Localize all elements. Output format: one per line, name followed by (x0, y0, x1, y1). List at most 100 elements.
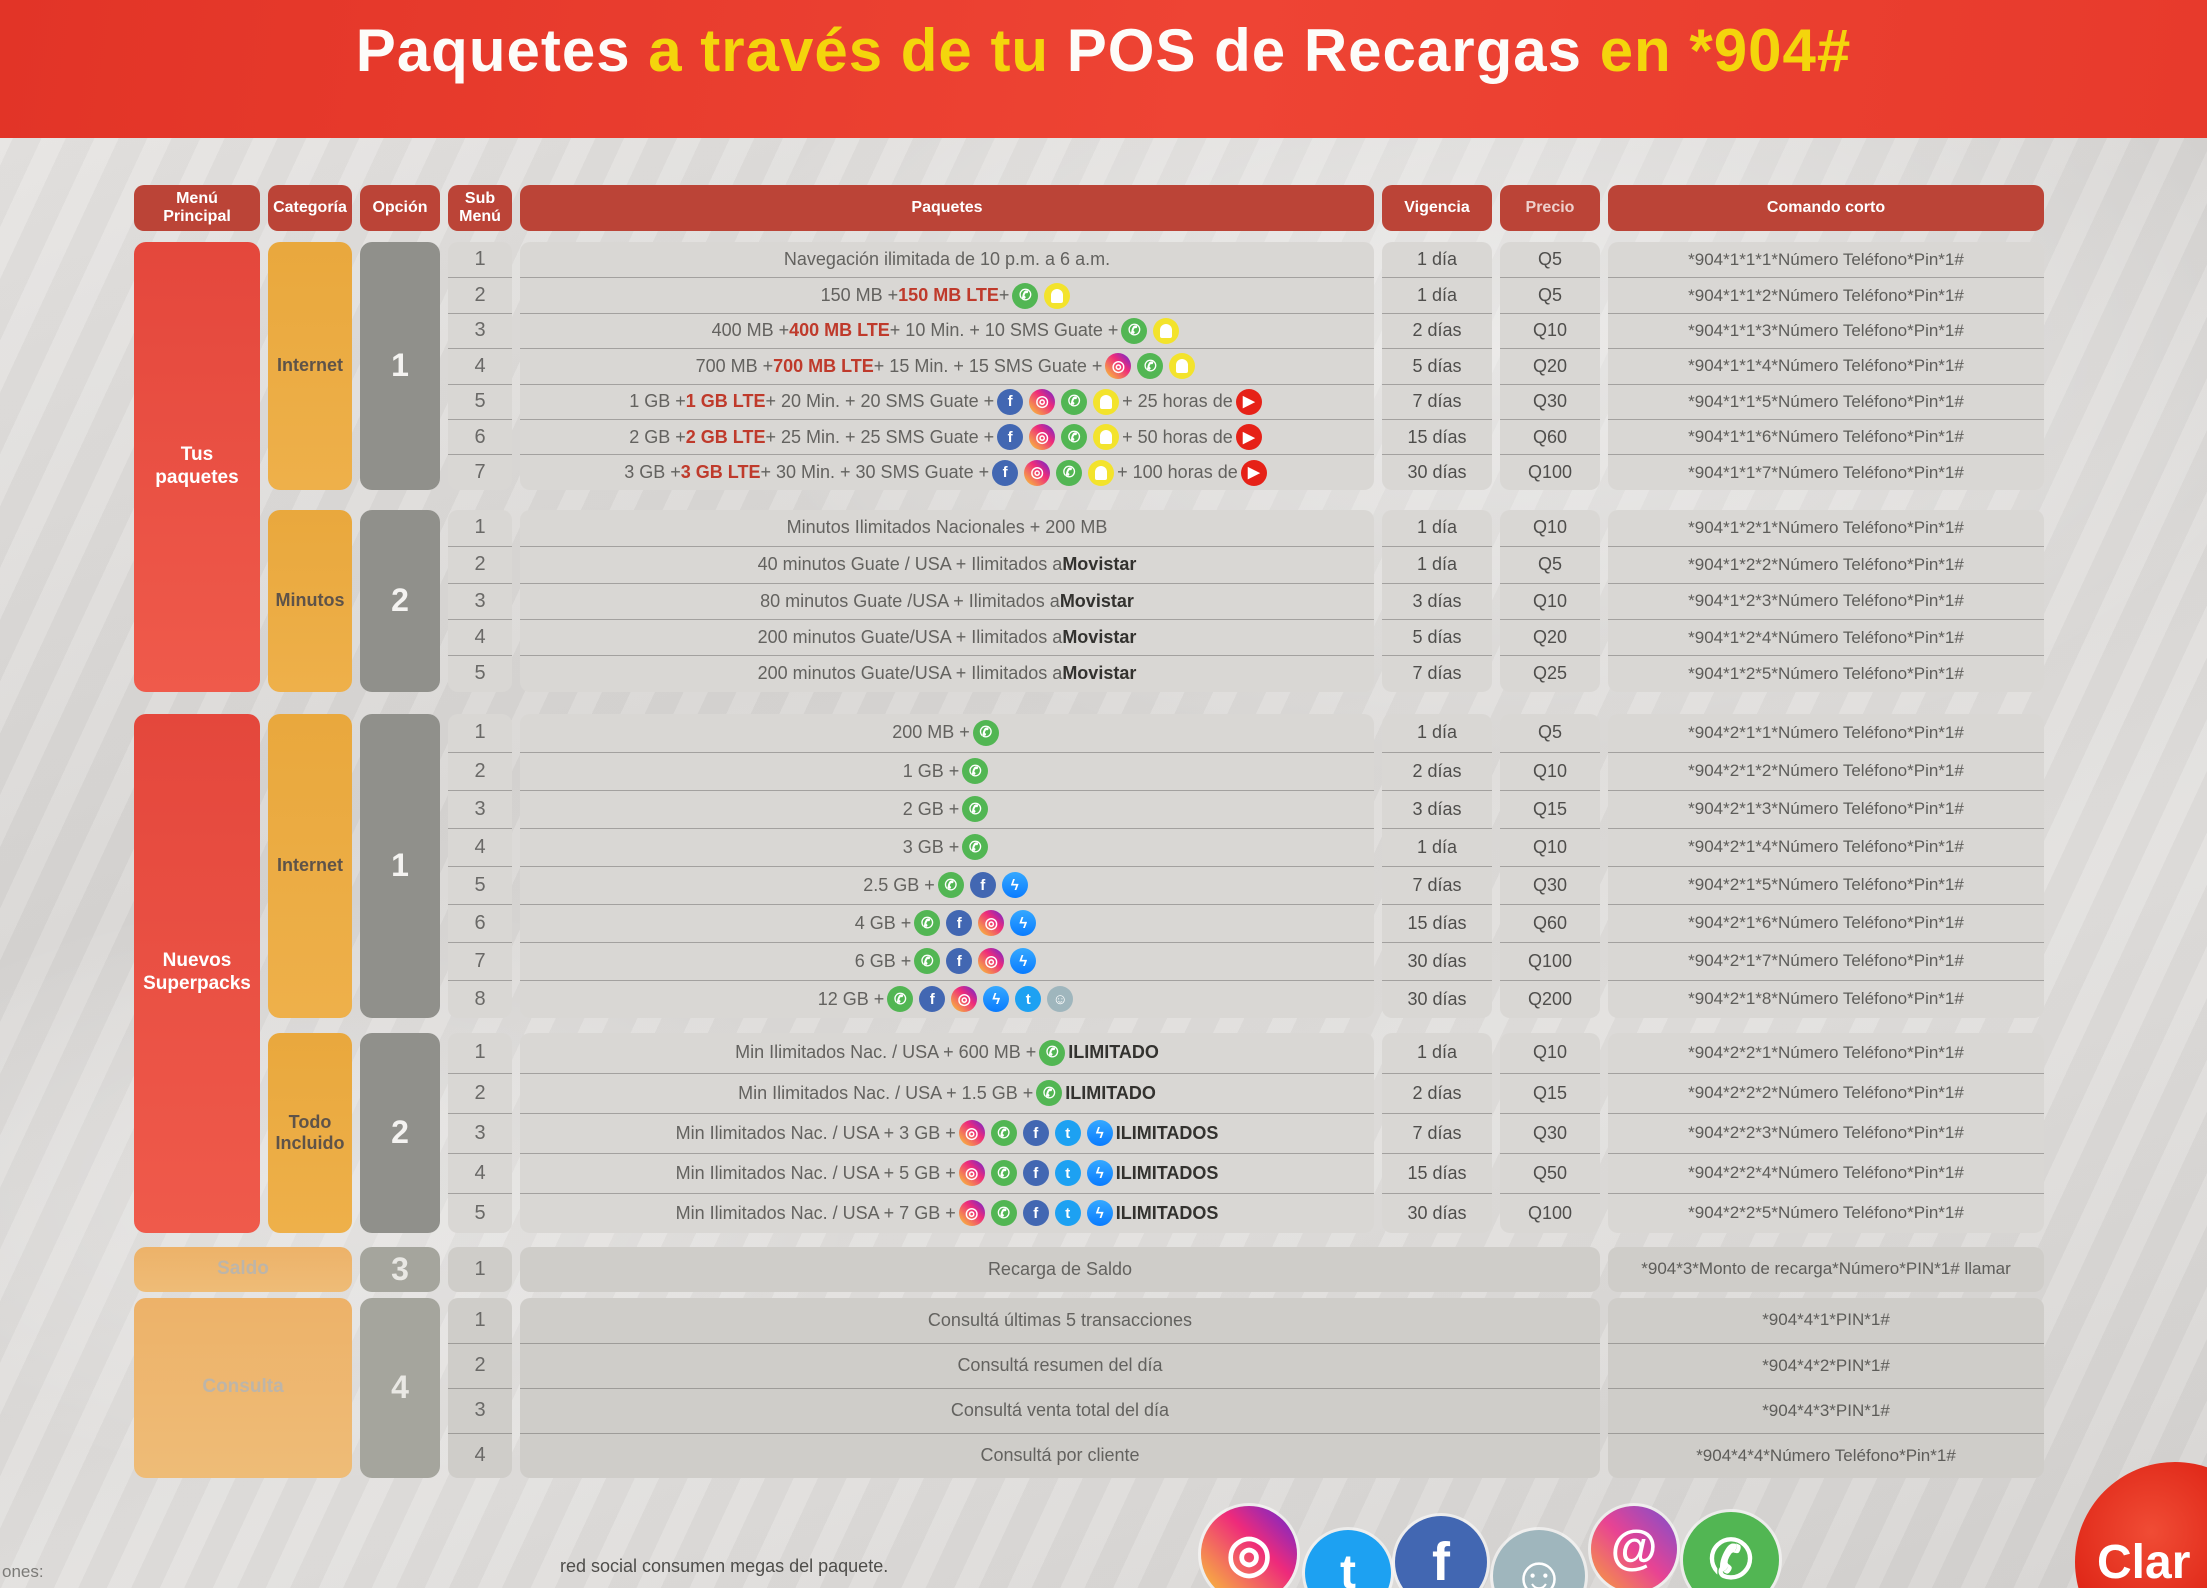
facebook-icon-glyph: f (1432, 1532, 1450, 1588)
whatsapp-icon: ✆ (914, 910, 941, 937)
snapchat-icon (1093, 388, 1120, 415)
package-row: Consultá últimas 5 transacciones (520, 1298, 1600, 1343)
submenu-number: 4 (448, 348, 512, 383)
comando-cell: *904*2*1*5*Número Teléfono*Pin*1# (1608, 865, 2044, 904)
package-row: 700 MB + 700 MB LTE + 15 Min. + 15 SMS G… (520, 348, 1374, 383)
package-text-bold: ILIMITADOS (1115, 1162, 1219, 1183)
comando-cell: *904*2*1*3*Número Teléfono*Pin*1# (1608, 789, 2044, 828)
paquetes-column: Minutos Ilimitados Nacionales + 200 MB 40… (520, 509, 1374, 692)
facebook-icon: f (997, 424, 1024, 451)
vigencia-cell: 1 día (1382, 827, 1492, 866)
paquetes-column: Min Ilimitados Nac. / USA + 600 MB + ✆ I… (520, 1032, 1374, 1233)
precio-cell: Q50 (1500, 1152, 1600, 1193)
precio-cell: Q15 (1500, 789, 1600, 828)
precio-cell: Q200 (1500, 979, 1600, 1018)
instagram-icon: ◎ (958, 1120, 985, 1147)
package-text-red: 400 MB LTE (789, 320, 890, 341)
facebook-icon: f (992, 459, 1019, 486)
precio-cell: Q100 (1500, 454, 1600, 489)
submenu-number: 2 (448, 546, 512, 582)
vigencia-cell: 1 día (1416, 1042, 1458, 1063)
precio-cell: Q10 (1532, 517, 1568, 538)
package-text-bold: ILIMITADO (1065, 1082, 1156, 1103)
ghost-shape (1176, 359, 1189, 374)
package-text: Consultá venta total del día (950, 1400, 1170, 1421)
whatsapp-icon-glyph: ✆ (1062, 464, 1076, 482)
whatsapp-icon: ✆ (972, 719, 999, 746)
package-text-red: 150 MB LTE (898, 285, 999, 306)
whatsapp-icon: ✆ (962, 834, 989, 861)
whatsapp-icon-glyph: ✆ (997, 1164, 1010, 1182)
package-text: 12 GB + (817, 988, 885, 1009)
package-row: 6 GB + ✆ f ◎ ϟ (520, 941, 1374, 980)
facebook-icon: f (1022, 1200, 1049, 1227)
package-text: 200 minutos Guate/USA + Ilimitados a (757, 663, 1063, 684)
precio-cell: Q25 (1500, 655, 1600, 691)
submenu-number: 1 (474, 1257, 486, 1280)
precio-cell: Q15 (1500, 1072, 1600, 1113)
twitter-icon-glyph: t (1065, 1164, 1071, 1182)
category-section: Internet 1 1 2 3 4 5 6 7 8 200 MB + ✆ 1 GB + ✆ 2 GB … (268, 713, 2044, 1018)
submenu-number: 4 (448, 1432, 512, 1478)
poster-title: Paquetes a través de tu POS de Recargas … (0, 16, 2207, 85)
submenu-number: 1 (474, 516, 486, 539)
package-text: 2 GB + (902, 798, 960, 819)
facebook-icon-glyph: f (1007, 428, 1013, 446)
comando-cell: *904*1*1*6*Número Teléfono*Pin*1# (1608, 418, 2044, 454)
package-text-bold: Movistar (1062, 554, 1137, 575)
paquetes-column: Consultá últimas 5 transacciones Consultá… (520, 1297, 1600, 1478)
menu-group-body: Internet 1 1 2 3 4 5 6 7 Navegación ilimitada de … (268, 242, 2044, 692)
menu-group: Saldo 3 1 Recarga de Saldo *904*3*Monto de r… (134, 1246, 2084, 1292)
package-row: 150 MB + 150 MB LTE + ✆ (520, 277, 1374, 312)
instagram-icon-glyph: ◎ (984, 914, 998, 932)
category-section: 3 1 Recarga de Saldo *904*3*Monto de recarg… (360, 1246, 2044, 1292)
packages-table: Menú Principal Categoría Opción Sub Menú… (134, 185, 2084, 1478)
whatsapp-icon: ✆ (1683, 1512, 1779, 1588)
instagram-icon-glyph: ◎ (1226, 1525, 1272, 1583)
package-row: Min Ilimitados Nac. / USA + 3 GB + ◎ ✆ f t ϟ… (520, 1112, 1374, 1153)
package-text: Min Ilimitados Nac. / USA + 600 MB + (735, 1042, 1037, 1063)
package-row: 40 minutos Guate / USA + Ilimitados a Mo… (520, 546, 1374, 582)
comando-cell: *904*1*1*7*Número Teléfono*Pin*1# (1608, 454, 2044, 489)
comando-cell: *904*1*2*3*Número Teléfono*Pin*1# (1608, 582, 2044, 619)
table-body: Tus paquetes Internet 1 1 2 3 4 5 6 7 Navegación i… (134, 242, 2084, 1478)
whatsapp-icon: ✆ (1061, 424, 1088, 451)
messenger-icon-glyph: ϟ (1095, 1124, 1104, 1142)
precio-cell: Q30 (1500, 865, 1600, 904)
whatsapp-icon-glyph: ✆ (920, 952, 934, 970)
package-text: Consultá por cliente (980, 1445, 1140, 1466)
comando-cell: *904*4*1*PIN*1# (1762, 1310, 1890, 1330)
package-text-red: 2 GB LTE (685, 426, 766, 447)
package-text: + 15 Min. + 15 SMS Guate + (873, 355, 1103, 376)
waze-icon-glyph: ☺ (1052, 990, 1068, 1008)
opcion-number: 1 (360, 713, 440, 1018)
instagram-icon: ◎ (958, 1200, 985, 1227)
instagram-icon-glyph: ◎ (965, 1204, 979, 1222)
category-section: 4 1 2 3 4 Consultá últimas 5 transacciones Con… (360, 1297, 2044, 1478)
precio-cell: Q5 (1500, 546, 1600, 582)
package-text: Min Ilimitados Nac. / USA + 5 GB + (675, 1162, 956, 1183)
messenger-icon-glyph: ϟ (1019, 914, 1028, 932)
instagram-icon-glyph: ◎ (1030, 464, 1044, 482)
sub-menu-column: 1 (448, 1246, 512, 1292)
package-text-bold: Movistar (1062, 663, 1137, 684)
category-section: Minutos 2 1 2 3 4 5 Minutos Ilimitados Nacional… (268, 509, 2044, 692)
title-segment: POS de Recargas (1066, 17, 1600, 84)
precio-cell: Q10 (1532, 1042, 1568, 1063)
menu-principal-label: Nuevos Superpacks (134, 713, 260, 1233)
package-text: Navegación ilimitada de 10 p.m. a 6 a.m. (783, 249, 1111, 270)
whatsapp-icon: ✆ (1121, 317, 1148, 344)
header-vigencia: Vigencia (1382, 185, 1492, 231)
package-text-bold: Movistar (1062, 627, 1137, 648)
package-text-red: 700 MB LTE (773, 355, 874, 376)
menu-group-body: Internet 1 1 2 3 4 5 6 7 8 200 MB + ✆ 1 GB + ✆ 2 GB … (268, 713, 2044, 1233)
package-text: 40 minutos Guate / USA + Ilimitados a (757, 554, 1063, 575)
submenu-number: 4 (448, 618, 512, 655)
package-text: 4 GB + (854, 912, 912, 933)
instagram-icon: ◎ (978, 910, 1005, 937)
package-row: 3 GB + ✆ (520, 827, 1374, 866)
